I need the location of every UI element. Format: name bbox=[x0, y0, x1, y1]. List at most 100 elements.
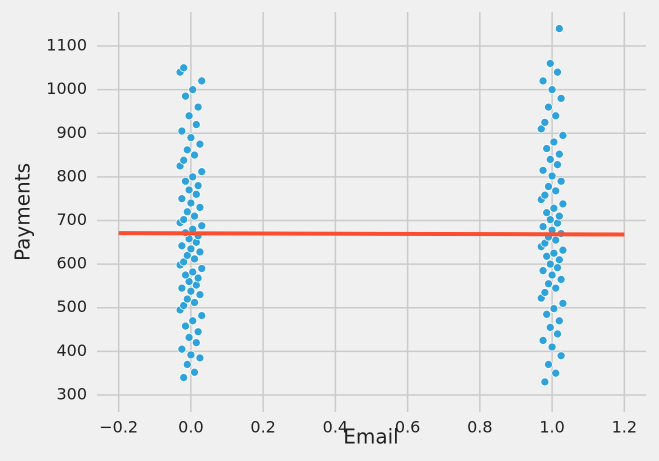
point bbox=[179, 63, 189, 73]
point bbox=[177, 344, 187, 354]
point bbox=[188, 316, 198, 326]
point bbox=[186, 286, 196, 296]
point bbox=[538, 222, 548, 231]
point bbox=[182, 145, 192, 155]
point bbox=[538, 266, 548, 276]
point bbox=[184, 185, 194, 195]
point bbox=[542, 144, 552, 153]
regression-line bbox=[118, 231, 625, 237]
point bbox=[549, 137, 559, 147]
point bbox=[556, 351, 566, 361]
point bbox=[549, 248, 559, 258]
point bbox=[190, 150, 199, 160]
point bbox=[195, 247, 205, 257]
point bbox=[182, 207, 192, 217]
point bbox=[538, 336, 548, 345]
point bbox=[556, 176, 566, 186]
point bbox=[544, 279, 553, 289]
point bbox=[188, 172, 198, 182]
point bbox=[197, 221, 207, 231]
point bbox=[186, 133, 196, 142]
point bbox=[549, 203, 559, 213]
y-tick-label: 600 bbox=[56, 254, 87, 273]
point bbox=[182, 294, 192, 304]
point bbox=[536, 124, 546, 134]
point bbox=[193, 181, 203, 190]
point bbox=[542, 208, 552, 218]
point bbox=[538, 76, 548, 86]
point bbox=[545, 155, 555, 164]
point bbox=[553, 67, 562, 77]
point bbox=[553, 263, 562, 272]
point bbox=[197, 311, 207, 320]
y-tick-label: 700 bbox=[56, 210, 87, 229]
point bbox=[544, 102, 553, 112]
point bbox=[554, 211, 564, 221]
point bbox=[179, 301, 189, 310]
point bbox=[558, 299, 568, 308]
point bbox=[545, 323, 555, 332]
x-tick-label: 0.0 bbox=[178, 418, 203, 437]
point bbox=[544, 360, 553, 369]
point bbox=[554, 24, 564, 33]
point bbox=[551, 283, 561, 293]
point bbox=[545, 215, 555, 224]
y-tick-label: 1100 bbox=[46, 36, 87, 55]
point bbox=[542, 251, 552, 261]
point bbox=[191, 120, 201, 129]
point bbox=[182, 251, 192, 260]
point bbox=[542, 309, 552, 319]
point bbox=[188, 267, 198, 277]
point bbox=[179, 155, 189, 165]
x-axis-label: Email bbox=[343, 425, 399, 449]
point bbox=[558, 245, 568, 255]
point bbox=[184, 333, 194, 342]
point bbox=[197, 264, 207, 273]
point bbox=[556, 94, 566, 103]
point bbox=[184, 277, 194, 286]
point bbox=[190, 367, 199, 377]
point bbox=[195, 139, 205, 149]
point bbox=[553, 160, 562, 170]
y-tick-label: 1000 bbox=[46, 79, 87, 98]
point bbox=[195, 203, 205, 212]
point bbox=[186, 350, 196, 360]
x-tick-label: 0.4 bbox=[323, 418, 348, 437]
y-tick-label: 400 bbox=[56, 341, 87, 360]
point bbox=[177, 126, 187, 136]
point bbox=[558, 131, 568, 140]
y-axis-label: Payments bbox=[11, 163, 35, 261]
point bbox=[547, 270, 557, 280]
point bbox=[182, 360, 192, 369]
x-tick-label: 1.2 bbox=[612, 418, 637, 437]
x-tick-label: 1.0 bbox=[539, 418, 564, 437]
x-tick-label: 0.2 bbox=[250, 418, 275, 437]
point bbox=[191, 189, 201, 199]
point bbox=[193, 102, 203, 112]
point bbox=[190, 254, 199, 264]
x-tick-label: 0.6 bbox=[395, 418, 420, 437]
point bbox=[186, 244, 196, 254]
point bbox=[193, 327, 203, 337]
point bbox=[556, 275, 566, 284]
point bbox=[540, 190, 550, 200]
point bbox=[190, 211, 199, 221]
point bbox=[181, 270, 190, 280]
point bbox=[551, 235, 561, 245]
point bbox=[197, 167, 207, 177]
point bbox=[191, 338, 201, 347]
point bbox=[551, 368, 561, 378]
point bbox=[193, 273, 203, 283]
point bbox=[549, 304, 559, 313]
point bbox=[551, 111, 561, 121]
point bbox=[179, 257, 189, 267]
point bbox=[190, 298, 199, 307]
point bbox=[195, 353, 205, 363]
point bbox=[547, 85, 557, 94]
point bbox=[186, 198, 196, 208]
point bbox=[177, 194, 187, 204]
point bbox=[540, 118, 550, 127]
point bbox=[181, 321, 190, 331]
